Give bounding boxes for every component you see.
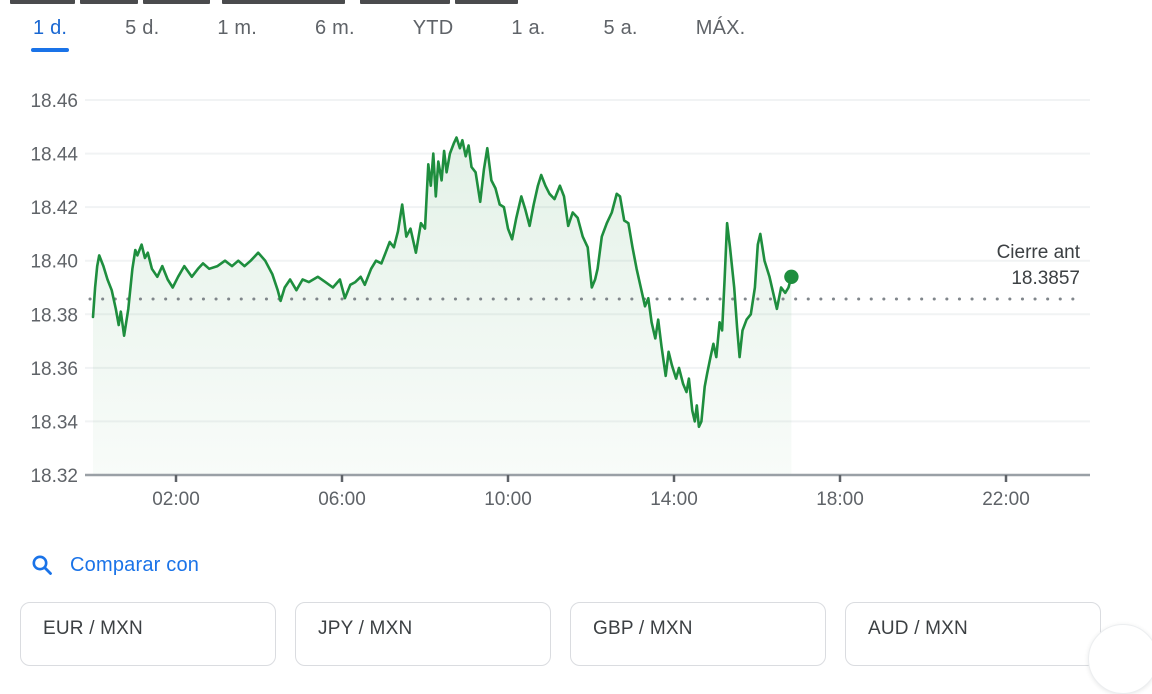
last-price-dot bbox=[784, 269, 799, 284]
tab-label: YTD bbox=[412, 17, 454, 39]
tab-5d[interactable]: 5 d. bbox=[125, 17, 159, 52]
price-area-fill bbox=[93, 137, 792, 475]
previous-close-label: Cierre ant bbox=[997, 242, 1081, 263]
y-axis-label: 18.32 bbox=[30, 466, 78, 487]
tab-ytd[interactable]: YTD bbox=[413, 17, 454, 52]
tab-label: 1 d. bbox=[33, 17, 68, 39]
compare-chip-gbp[interactable]: GBP / MXN bbox=[570, 602, 826, 666]
tab-mx[interactable]: MÁX. bbox=[696, 17, 746, 52]
x-axis-label: 10:00 bbox=[484, 489, 532, 510]
x-axis-label: 22:00 bbox=[982, 489, 1030, 510]
clipped-header-fragment bbox=[10, 0, 75, 4]
compare-with-label: Comparar con bbox=[70, 553, 200, 576]
compare-chip-jpy[interactable]: JPY / MXN bbox=[295, 602, 551, 666]
tab-6m[interactable]: 6 m. bbox=[315, 17, 355, 52]
previous-close-value: 18.3857 bbox=[1011, 268, 1080, 289]
tab-label: 5 d. bbox=[125, 17, 160, 39]
time-range-tabs: 1 d. 5 d. 1 m. 6 m. YTD 1 a. 5 a. MÁX. bbox=[31, 17, 746, 52]
compare-chips-row: EUR / MXN JPY / MXN GBP / MXN AUD / MXN bbox=[0, 602, 1152, 666]
search-icon bbox=[30, 553, 54, 577]
tab-label: 5 a. bbox=[603, 17, 638, 39]
price-line bbox=[91, 136, 793, 429]
selected-tab-underline bbox=[31, 48, 70, 52]
compare-chip-eur[interactable]: EUR / MXN bbox=[20, 602, 276, 666]
tab-1d[interactable]: 1 d. bbox=[31, 17, 70, 52]
tab-label: 6 m. bbox=[315, 17, 355, 39]
clipped-header-fragment bbox=[222, 0, 345, 4]
tab-label: MÁX. bbox=[695, 17, 746, 39]
clipped-header-fragment bbox=[360, 0, 450, 4]
tab-label: 1 a. bbox=[511, 17, 546, 39]
y-axis-label: 18.34 bbox=[30, 412, 78, 433]
compare-chip-label: GBP / MXN bbox=[593, 618, 693, 639]
x-axis-label: 14:00 bbox=[650, 489, 698, 510]
compare-with-button[interactable]: Comparar con bbox=[30, 553, 199, 577]
clipped-header-fragment bbox=[80, 0, 138, 4]
y-axis-label: 18.40 bbox=[30, 252, 78, 273]
y-axis-label: 18.44 bbox=[30, 145, 78, 166]
y-axis-label: 18.46 bbox=[30, 91, 78, 112]
clipped-header-fragment bbox=[455, 0, 518, 4]
x-axis-label: 02:00 bbox=[152, 489, 200, 510]
price-chart[interactable]: 18.46 18.44 18.42 18.40 18.38 18.36 18.34 18.32… bbox=[0, 0, 1152, 540]
y-axis-label: 18.38 bbox=[30, 305, 78, 326]
scroll-right-fab[interactable] bbox=[1088, 624, 1152, 694]
tab-1m[interactable]: 1 m. bbox=[217, 17, 257, 52]
clipped-header-fragment bbox=[143, 0, 210, 4]
compare-chip-label: EUR / MXN bbox=[43, 618, 143, 639]
compare-chip-label: JPY / MXN bbox=[318, 618, 413, 639]
tab-5a[interactable]: 5 a. bbox=[604, 17, 638, 52]
compare-chip-label: AUD / MXN bbox=[868, 618, 968, 639]
price-chart-svg[interactable]: 18.46 18.44 18.42 18.40 18.38 18.36 18.34 18.32… bbox=[0, 0, 1152, 540]
compare-chip-aud[interactable]: AUD / MXN bbox=[845, 602, 1101, 666]
tab-label: 1 m. bbox=[217, 17, 258, 39]
tab-1a[interactable]: 1 a. bbox=[511, 17, 545, 52]
y-axis-label: 18.42 bbox=[30, 198, 78, 219]
y-axis-label: 18.36 bbox=[30, 359, 78, 380]
x-axis-label: 06:00 bbox=[318, 489, 366, 510]
x-axis-label: 18:00 bbox=[816, 489, 864, 510]
clipped-header-text bbox=[0, 0, 1152, 5]
